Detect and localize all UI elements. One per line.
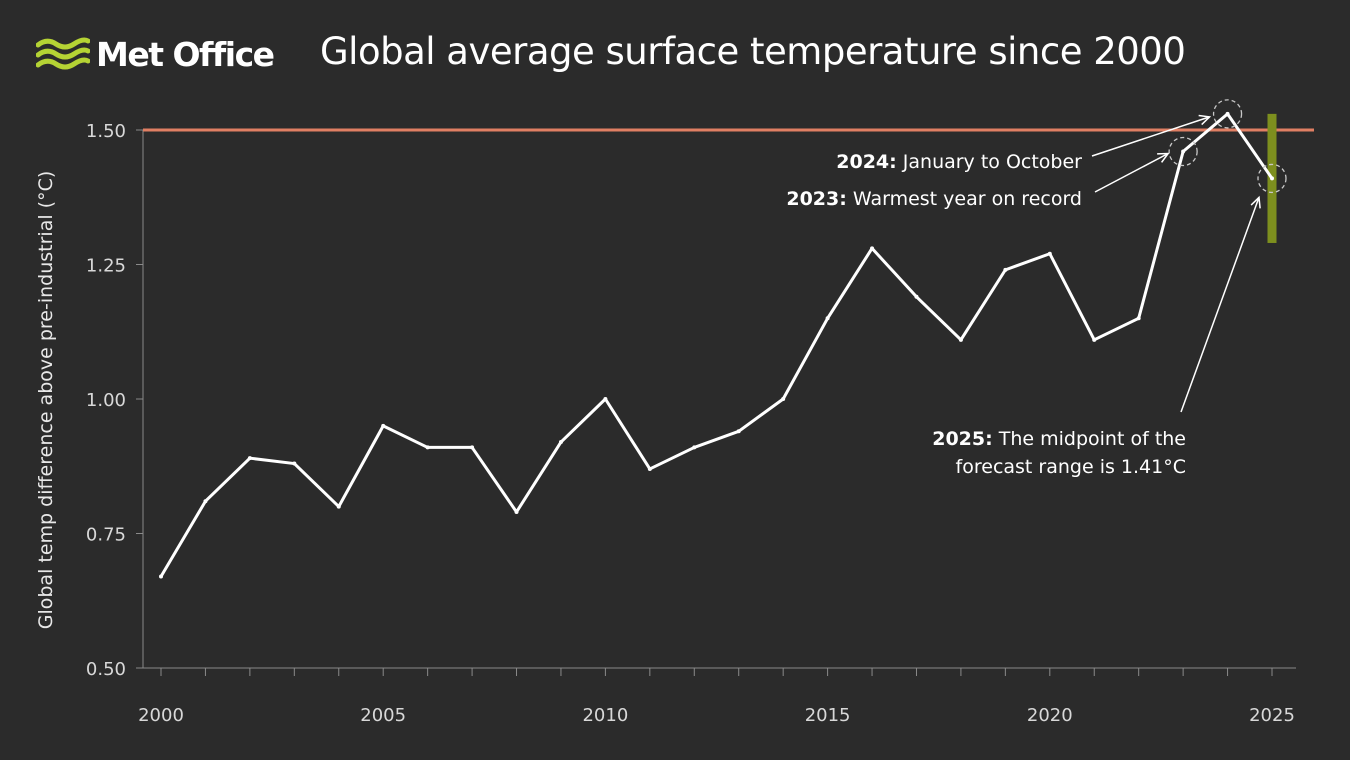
y-tick-label: 0.75 [86, 525, 126, 546]
y-axis-label: Global temp difference above pre-industr… [35, 171, 57, 630]
brand-name: Met Office [96, 34, 275, 74]
y-tick-label: 1.50 [86, 121, 126, 142]
data-point [159, 574, 163, 579]
annotation-arrow [1091, 116, 1210, 157]
arrowhead [1198, 114, 1212, 126]
arrowhead [1250, 195, 1261, 209]
data-point [736, 429, 741, 434]
x-tick-label: 2000 [138, 705, 184, 726]
data-point [914, 294, 919, 299]
annotation-text: forecast range is 1.41°C [956, 456, 1186, 478]
data-point [336, 504, 341, 509]
highlight-circle [1257, 163, 1287, 194]
data-point [603, 397, 608, 401]
met-office-logo: Met Office [36, 30, 275, 78]
annotation-arrow [1094, 152, 1169, 193]
data-point [425, 445, 430, 450]
highlight-circle [1168, 136, 1198, 167]
highlight-circle [1212, 99, 1243, 129]
waves-icon [36, 37, 90, 70]
x-tick-label: 2010 [582, 705, 628, 726]
data-point [958, 337, 963, 342]
data-point [558, 440, 563, 445]
data-point [247, 456, 252, 461]
data-point [825, 316, 830, 321]
y-tick-label: 1.00 [86, 390, 126, 411]
chart-title: Global average surface temperature since… [320, 30, 1186, 73]
data-point [1092, 337, 1097, 342]
annotation-text: 2024: January to October [836, 151, 1082, 173]
y-tick-label: 1.25 [86, 256, 126, 277]
data-point [1003, 267, 1008, 272]
x-tick-label: 2015 [805, 705, 851, 726]
annotation-text: 2025: The midpoint of the [932, 428, 1186, 450]
axes [136, 129, 1296, 676]
arrowhead [1157, 152, 1170, 163]
series-line [159, 112, 1274, 578]
data-point [1270, 176, 1274, 181]
data-point [647, 466, 652, 471]
x-tick-label: 2025 [1249, 705, 1295, 726]
data-point [692, 445, 697, 450]
data-point [1047, 251, 1052, 256]
data-point [381, 423, 386, 428]
tick-labels: 2000 2005 2010 2015 2020 2025 0.50 0.75 1.00 1.25… [86, 121, 1295, 726]
x-tick-label: 2005 [360, 705, 406, 726]
x-tick-label: 2020 [1027, 705, 1073, 726]
data-point [781, 397, 786, 401]
data-point [1225, 111, 1230, 116]
data-point [870, 246, 875, 251]
data-point [1181, 149, 1186, 154]
annotation-text: 2023: Warmest year on record [786, 188, 1082, 210]
data-point [1136, 316, 1141, 321]
annotation-arrow [1180, 197, 1260, 413]
chart-marks [143, 111, 1314, 579]
data-point [203, 499, 208, 504]
data-point [292, 461, 297, 466]
data-point [470, 445, 475, 450]
data-point [514, 509, 519, 514]
y-tick-label: 0.50 [86, 659, 126, 680]
annotations: 2024: January to October 2023: Warmest ye… [786, 99, 1287, 478]
